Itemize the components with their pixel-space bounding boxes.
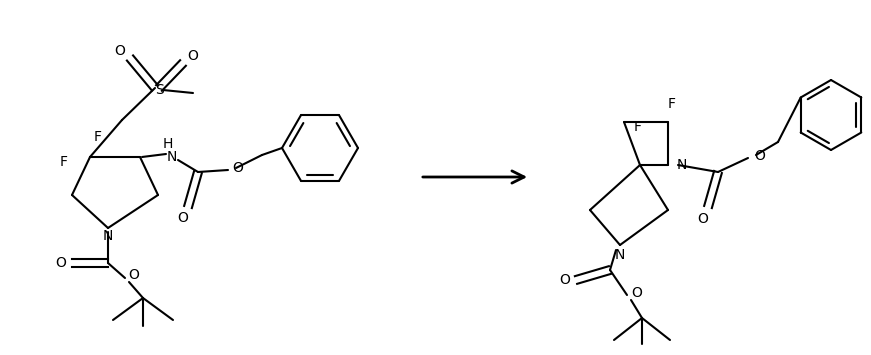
Text: O: O	[559, 273, 571, 287]
Text: F: F	[60, 155, 68, 169]
Text: O: O	[178, 211, 188, 225]
Text: O: O	[754, 149, 766, 163]
Text: O: O	[631, 286, 643, 300]
Text: O: O	[129, 268, 139, 282]
Text: O: O	[115, 44, 125, 58]
Text: N: N	[615, 248, 625, 262]
Text: H: H	[163, 137, 173, 151]
Text: O: O	[56, 256, 66, 270]
Text: O: O	[233, 161, 243, 175]
Text: N: N	[103, 229, 113, 243]
Text: S: S	[155, 83, 164, 97]
Text: N: N	[167, 150, 177, 164]
Text: O: O	[698, 212, 708, 226]
Text: F: F	[634, 120, 642, 134]
Text: F: F	[94, 130, 102, 144]
Text: F: F	[668, 97, 676, 111]
Text: N: N	[677, 158, 687, 172]
Text: O: O	[187, 49, 199, 63]
